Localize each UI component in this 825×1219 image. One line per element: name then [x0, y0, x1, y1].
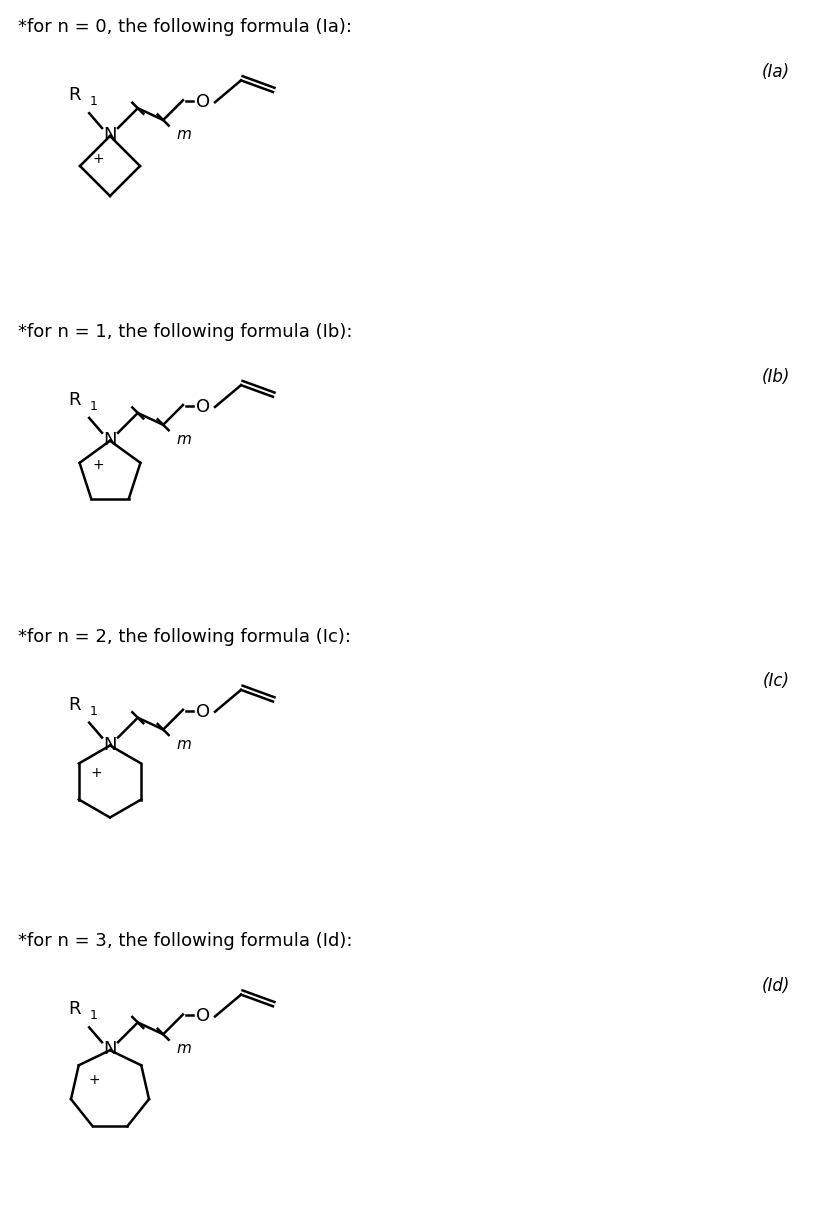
Text: N: N — [103, 735, 117, 753]
Text: O: O — [196, 702, 210, 720]
Text: $m$: $m$ — [176, 432, 192, 447]
Text: O: O — [196, 397, 210, 416]
Text: 1: 1 — [90, 1009, 98, 1023]
Text: $m$: $m$ — [176, 736, 192, 752]
Text: N: N — [103, 126, 117, 144]
Text: $m$: $m$ — [176, 127, 192, 143]
Text: R: R — [68, 696, 81, 713]
Text: +: + — [92, 151, 105, 166]
Text: N: N — [103, 430, 117, 449]
Text: (Ia): (Ia) — [761, 63, 790, 80]
Text: +: + — [89, 1073, 101, 1087]
Text: *for n = 0, the following formula (Ia):: *for n = 0, the following formula (Ia): — [18, 18, 352, 37]
Text: 1: 1 — [90, 400, 98, 413]
Text: $m$: $m$ — [176, 1041, 192, 1057]
Text: *for n = 1, the following formula (Ib):: *for n = 1, the following formula (Ib): — [18, 323, 352, 341]
Text: +: + — [91, 766, 102, 779]
Text: (Ic): (Ic) — [763, 673, 790, 690]
Text: (Ib): (Ib) — [761, 368, 790, 385]
Text: +: + — [92, 458, 104, 472]
Text: R: R — [68, 87, 81, 104]
Text: R: R — [68, 391, 81, 408]
Text: 1: 1 — [90, 705, 98, 718]
Text: (Id): (Id) — [761, 978, 790, 995]
Text: *for n = 3, the following formula (Id):: *for n = 3, the following formula (Id): — [18, 933, 352, 951]
Text: N: N — [103, 1040, 117, 1058]
Text: 1: 1 — [90, 95, 98, 108]
Text: *for n = 2, the following formula (Ic):: *for n = 2, the following formula (Ic): — [18, 628, 351, 646]
Text: R: R — [68, 1001, 81, 1018]
Text: O: O — [196, 93, 210, 111]
Text: O: O — [196, 1007, 210, 1025]
